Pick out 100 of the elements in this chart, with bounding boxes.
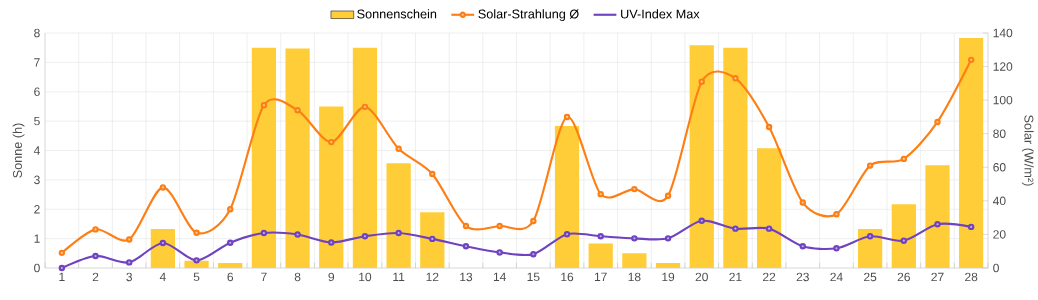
x-tick-label: 8 (294, 272, 301, 282)
point (631, 235, 638, 242)
x-tick-label: 23 (796, 272, 809, 282)
point (866, 233, 874, 240)
point (294, 107, 301, 114)
y2-tick-label: 0 (993, 263, 999, 273)
x-tick-label: 17 (594, 272, 607, 281)
y2-tick-label: 140 (993, 28, 1013, 38)
bar (959, 38, 984, 268)
x-tick-label: 12 (426, 272, 439, 282)
x-tick-label: 20 (695, 272, 708, 282)
y-tick-label: 7 (34, 58, 40, 67)
point (799, 199, 806, 206)
point (260, 101, 268, 109)
bar (352, 47, 378, 268)
y-tick-label: 3 (34, 175, 40, 185)
point (866, 162, 874, 169)
y-tick-label: 1 (34, 234, 40, 243)
point (260, 229, 268, 237)
point (429, 170, 436, 178)
point (126, 236, 133, 243)
bar (554, 126, 580, 268)
point (732, 225, 739, 232)
bar (622, 253, 647, 268)
point (58, 249, 66, 257)
x-tick-label: 22 (763, 272, 776, 282)
y2-axis-title: Solar (W/m²) (1021, 115, 1034, 186)
y-tick-label: 2 (34, 205, 40, 214)
point (900, 155, 908, 163)
point (328, 239, 335, 246)
x-tick-label: 21 (729, 272, 742, 282)
point (664, 192, 672, 200)
point (58, 264, 66, 272)
point (597, 190, 604, 198)
point (227, 206, 234, 213)
point (765, 225, 773, 232)
x-tick-label: 5 (193, 272, 200, 282)
x-tick-label: 2 (92, 272, 99, 282)
point (631, 185, 638, 193)
point (159, 239, 167, 247)
bar (723, 47, 748, 268)
point (900, 237, 908, 244)
y-tick-label: 0 (34, 263, 40, 273)
point (496, 222, 503, 230)
point (92, 252, 99, 260)
x-tick-label: 9 (328, 272, 335, 282)
bar (689, 45, 714, 268)
y2-tick-label: 40 (992, 196, 1006, 206)
y2-tick-label: 60 (993, 163, 1006, 172)
y2-tick-label: 80 (993, 129, 1006, 138)
y2-tick-label: 100 (993, 95, 1013, 105)
point (967, 56, 975, 64)
x-tick-label: 26 (897, 272, 910, 282)
point (328, 138, 335, 146)
point (732, 75, 739, 82)
legend-label: UV-Index Max (621, 9, 700, 19)
point (530, 217, 537, 225)
point (159, 184, 167, 191)
legend-label: Sonnenschein (357, 9, 437, 19)
point (934, 221, 941, 228)
bar (858, 228, 883, 268)
bar (420, 212, 445, 268)
bar (756, 148, 782, 268)
point (462, 222, 470, 230)
bar (150, 228, 175, 268)
y-axis-title: Sonne (h) (12, 123, 25, 178)
x-tick-label: 14 (493, 272, 506, 281)
x-tick-label: 18 (628, 272, 641, 282)
bar (319, 106, 344, 268)
x-tick-label: 11 (393, 272, 405, 281)
x-tick-label: 1 (59, 272, 65, 281)
point (833, 211, 840, 218)
bar (386, 163, 411, 268)
y-tick-label: 4 (33, 146, 40, 155)
point (664, 235, 672, 242)
point (698, 217, 705, 224)
point (530, 250, 537, 258)
bar (891, 204, 916, 268)
x-tick-label: 25 (864, 272, 877, 282)
point (294, 231, 301, 238)
point (934, 118, 941, 126)
x-tick-label: 10 (359, 272, 372, 282)
bar (184, 260, 209, 268)
y-tick-label: 8 (34, 28, 40, 38)
x-tick-label: 6 (227, 272, 234, 282)
x-tick-label: 16 (561, 272, 574, 282)
bar (655, 263, 681, 268)
x-tick-label: 7 (261, 272, 267, 281)
bar (251, 47, 277, 268)
point (361, 103, 369, 111)
point (462, 243, 470, 250)
x-tick-label: 15 (527, 272, 540, 282)
bar (218, 263, 243, 268)
bar (285, 48, 310, 268)
point (563, 113, 571, 121)
x-tick-label: 4 (159, 272, 166, 281)
point (698, 78, 705, 85)
point (92, 226, 99, 233)
bar (925, 165, 950, 268)
point (227, 239, 234, 246)
